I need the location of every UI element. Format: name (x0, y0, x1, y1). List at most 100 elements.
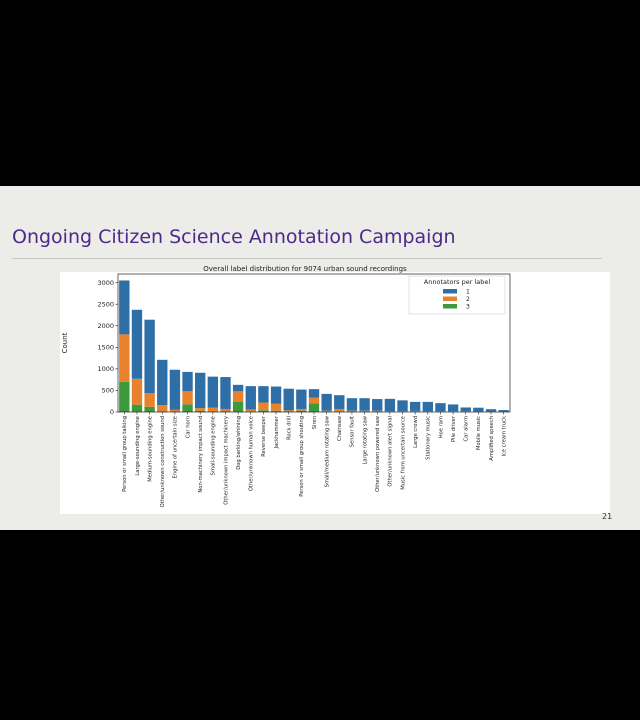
plot-frame (117, 273, 511, 413)
x-tick-label: Car alarm (464, 416, 470, 441)
bar-segment-annotators-1 (397, 400, 408, 412)
bar-segment-annotators-3 (119, 381, 130, 412)
bar-segment-annotators-1 (372, 399, 383, 411)
x-tick-label: Chainsaw (337, 415, 343, 441)
bars-layer (119, 280, 509, 413)
bar-segment-annotators-1 (460, 407, 471, 412)
x-tick-label: Jackhammer (274, 415, 280, 449)
bar-segment-annotators-3 (220, 411, 231, 412)
bar-segment-annotators-2 (296, 408, 307, 411)
chart-title: Overall label distribution for 9074 urba… (203, 265, 407, 273)
axes-layer: Person or small group talking Large-sound… (97, 273, 511, 507)
y-tick-label: 1000 (97, 365, 114, 373)
x-tick-label: Other/unknown alert signal (388, 416, 394, 487)
bar-segment-annotators-1 (195, 372, 206, 409)
bar-segment-annotators-1 (384, 398, 396, 412)
bar-segment-annotators-1 (182, 371, 193, 392)
bar-segment-annotators-1 (207, 376, 219, 408)
x-tick-label: Other/unknown construction sound (160, 416, 166, 507)
legend-label-2: 2 (466, 296, 470, 303)
x-tick-label: Reverse beeper (261, 415, 267, 457)
legend-title: Annotators per label (424, 278, 491, 286)
bar-segment-annotators-2 (283, 410, 294, 412)
x-tick-label: Medium-sounding engine (147, 416, 153, 482)
bar-segment-annotators-2 (195, 408, 206, 411)
y-tick-label: 1500 (97, 344, 114, 352)
x-tick-label: Small-sounding engine (211, 416, 217, 475)
x-tick-label: Person or small group shouting (299, 416, 305, 497)
bar-segment-annotators-1 (334, 395, 345, 409)
legend-label-3: 3 (466, 303, 470, 310)
bar-segment-annotators-1 (346, 398, 358, 411)
bar-segment-annotators-1 (308, 389, 320, 398)
bar-segment-annotators-2 (131, 378, 143, 405)
x-tick-label: Amplified speech (489, 416, 495, 461)
bar-segment-annotators-1 (283, 388, 294, 411)
bar-segment-annotators-3 (296, 410, 307, 412)
bar-segment-annotators-3 (157, 411, 168, 412)
y-tick-label: 500 (102, 387, 114, 395)
bar-segment-annotators-2 (119, 334, 130, 382)
bar-segment-annotators-1 (409, 401, 421, 411)
legend: Annotators per label 123 (408, 275, 506, 315)
x-tick-label: Person or small group talking (122, 416, 128, 492)
bar-segment-annotators-1 (296, 389, 307, 409)
bar-segment-annotators-1 (498, 410, 509, 412)
legend-entries: 123 (443, 288, 470, 310)
bar-segment-annotators-2 (182, 391, 193, 405)
bar-segment-annotators-2 (359, 410, 370, 412)
bar-segment-annotators-2 (397, 411, 408, 412)
x-tick-label: Engine of uncertain size (173, 416, 179, 478)
legend-swatch-3 (443, 304, 457, 309)
x-tick-label: Siren (312, 416, 318, 429)
legend-label-1: 1 (466, 288, 470, 295)
x-tick-label: Other/unknown powered saw (375, 415, 381, 492)
bar-segment-annotators-2 (144, 393, 155, 407)
bar-segment-annotators-3 (308, 403, 320, 413)
bar-segment-annotators-3 (195, 410, 206, 412)
y-tick-label: 0 (110, 408, 114, 416)
bar-segment-annotators-1 (119, 280, 130, 335)
bar-segment-annotators-2 (346, 410, 358, 412)
bar-segment-annotators-1 (359, 398, 370, 411)
bar-segment-annotators-2 (245, 409, 256, 412)
x-tick-label: Mobile music (476, 416, 482, 450)
figure-background (60, 272, 610, 514)
y-tick-label: 2500 (97, 300, 114, 308)
legend-swatch-2 (443, 296, 457, 301)
bar-segment-annotators-3 (144, 406, 155, 412)
x-tick-label: Music from uncertain source (400, 416, 406, 490)
bar-segment-annotators-1 (485, 409, 497, 412)
bar-segment-annotators-1 (270, 386, 282, 404)
x-tick-label: Car horn (185, 416, 191, 438)
slide-number: 21 (602, 512, 613, 521)
x-tick-label: Large-sounding engine (135, 416, 141, 476)
bar-segment-annotators-2 (321, 410, 332, 412)
title-divider (12, 258, 602, 259)
bar-segment-annotators-1 (435, 403, 446, 412)
legend-swatch-1 (443, 289, 457, 294)
x-tick-label: Other/unknown impact machinery (223, 416, 229, 505)
bar-segment-annotators-1 (422, 401, 433, 412)
x-tick-label: Pile driver (451, 415, 457, 442)
bar-segment-annotators-2 (308, 397, 320, 404)
bar-segment-annotators-1 (245, 386, 256, 410)
bar-segment-annotators-2 (372, 410, 383, 412)
bar-segment-annotators-1 (220, 377, 231, 409)
x-tick-label: Rock drill (287, 416, 293, 440)
label-distribution-chart: Overall label distribution for 9074 urba… (60, 265, 610, 514)
bar-segment-annotators-2 (334, 408, 345, 412)
y-axis-label: Count (61, 332, 69, 353)
x-tick-label: Non-machinery impact sound (198, 416, 204, 493)
slide-title: Ongoing Citizen Science Annotation Campa… (12, 226, 456, 248)
bar-segment-annotators-2 (220, 408, 231, 412)
bar-segment-annotators-1 (169, 369, 181, 410)
bar-segment-annotators-3 (207, 411, 219, 412)
x-tick-label: Stationary music (426, 416, 432, 460)
bar-segment-annotators-2 (157, 405, 168, 412)
bar-segment-annotators-1 (131, 309, 143, 379)
bar-segment-annotators-1 (144, 319, 155, 394)
x-tick-label: Other/unknown human voice (249, 416, 255, 491)
bar-segment-annotators-1 (321, 393, 332, 411)
bar-segment-annotators-1 (232, 384, 244, 392)
